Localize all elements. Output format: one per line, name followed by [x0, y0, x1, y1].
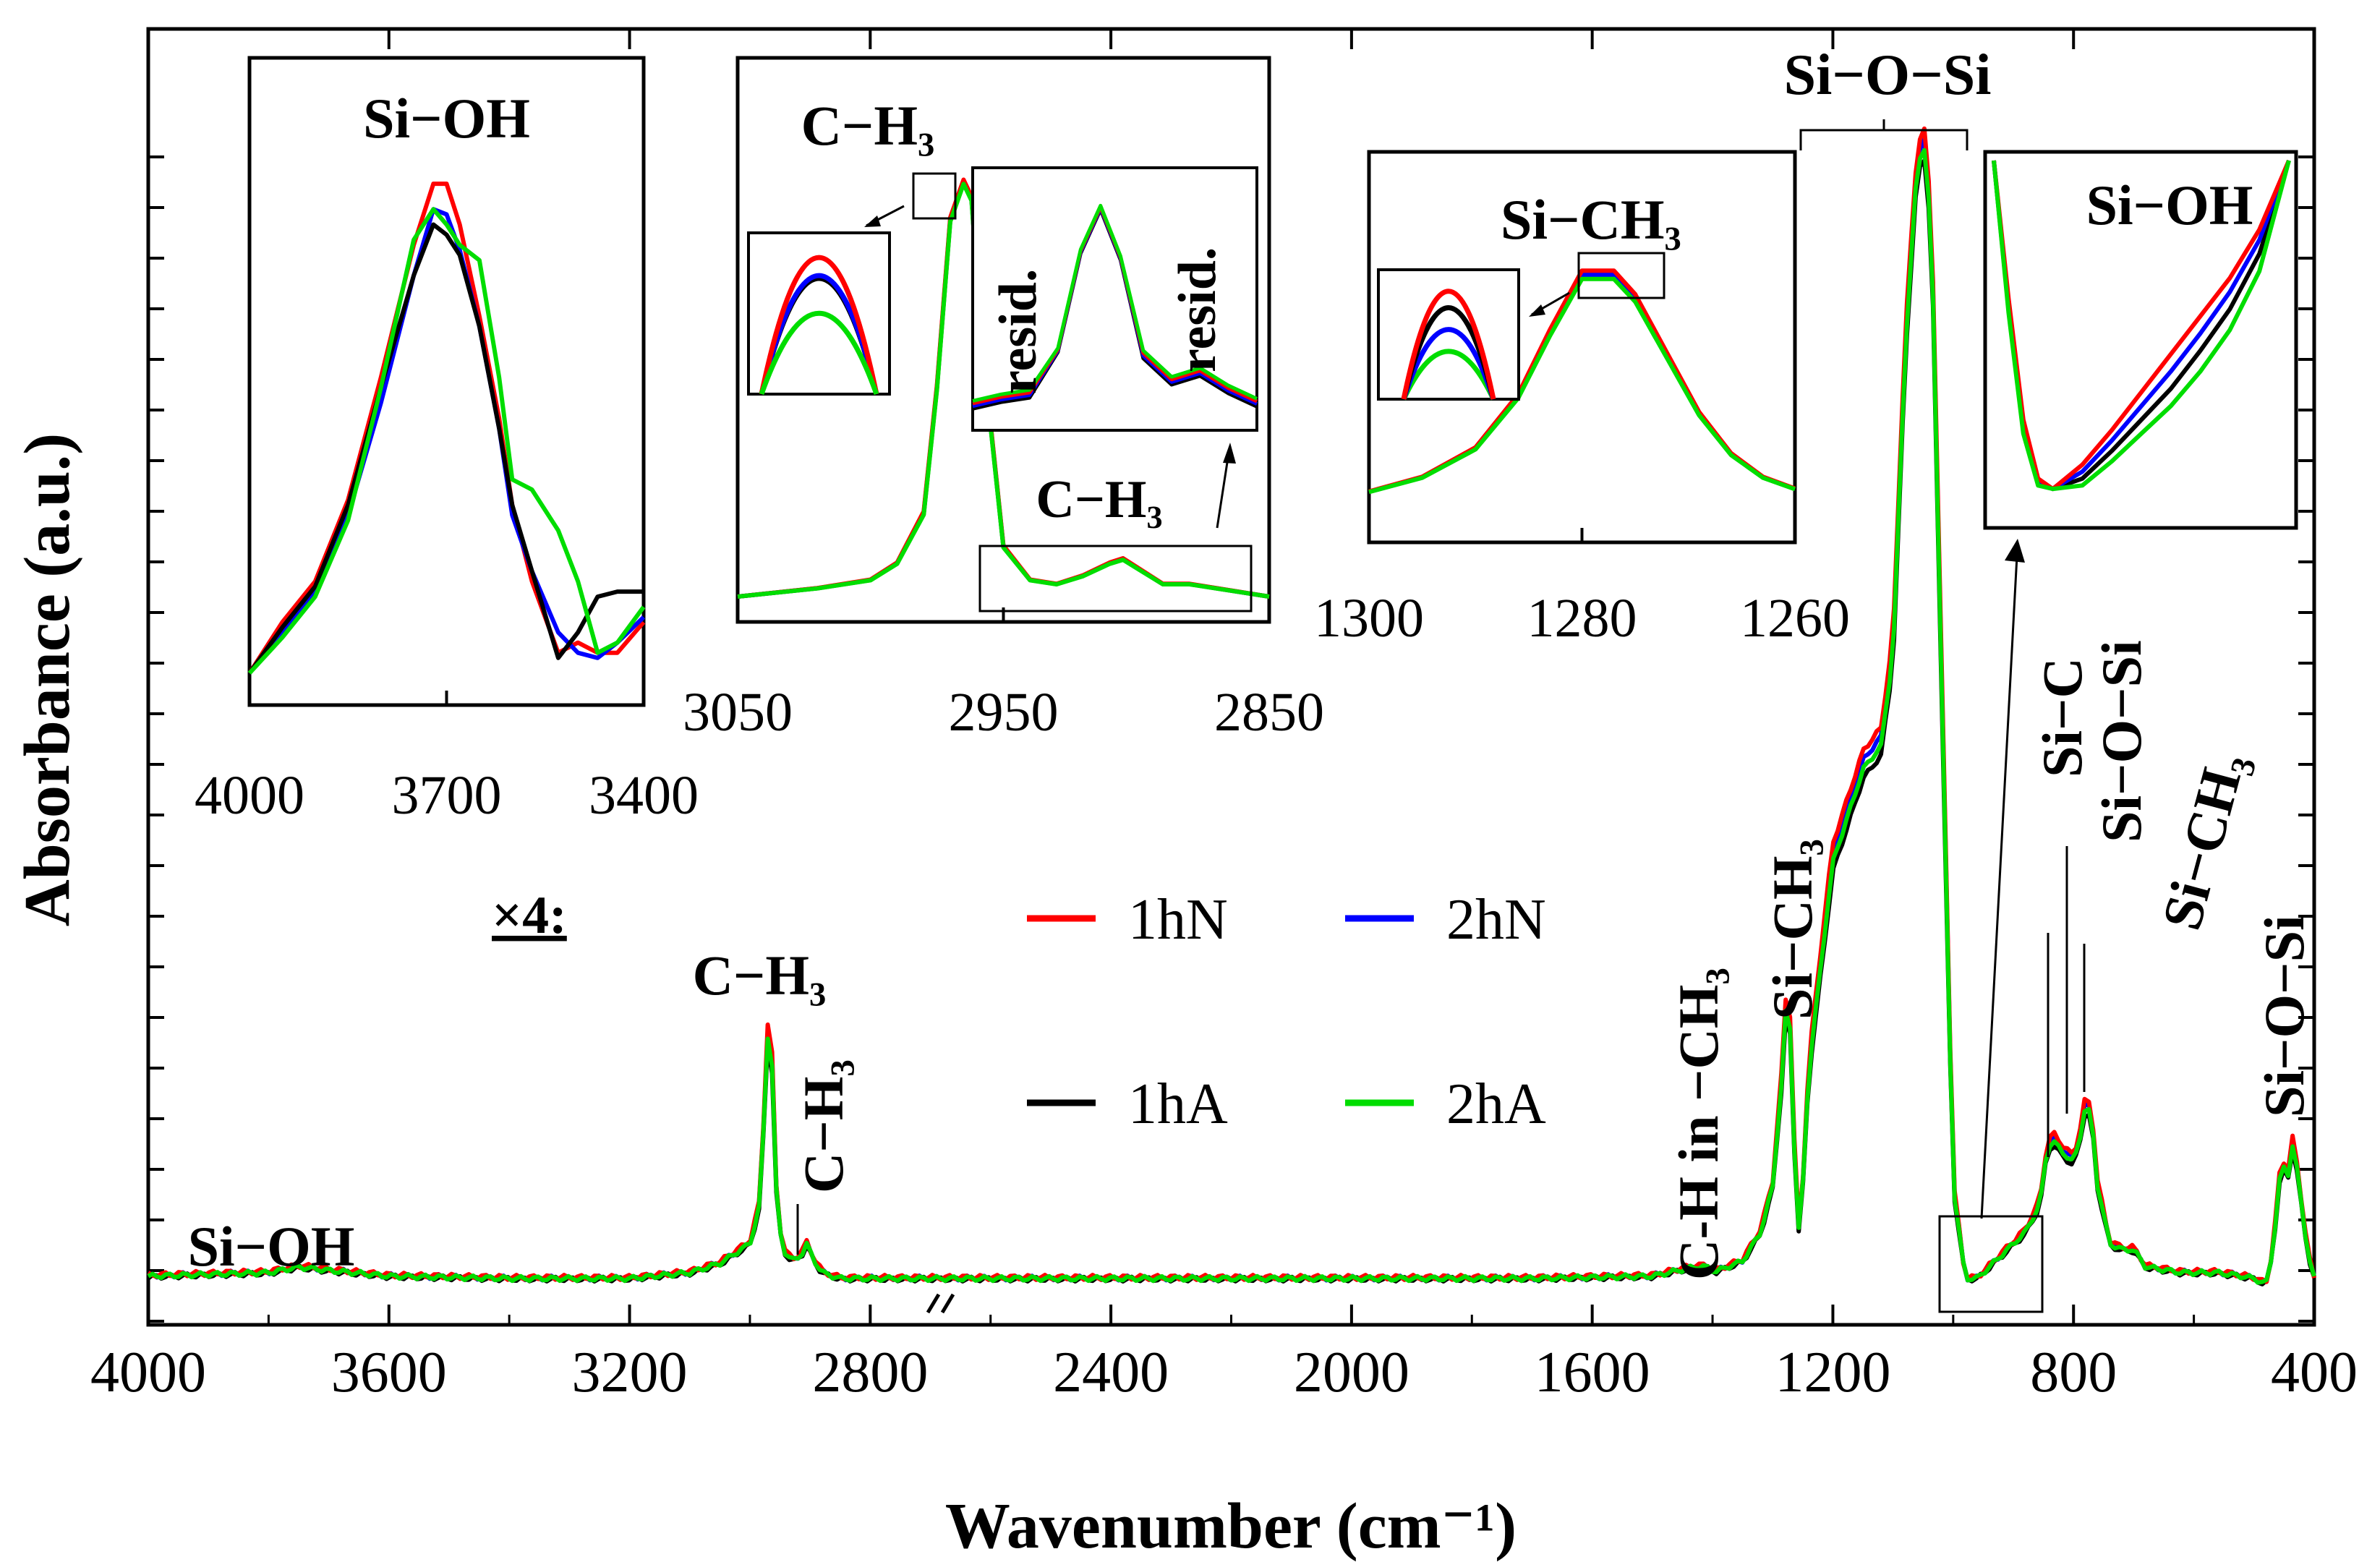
inset-sioh-xtick-label: 3700	[392, 765, 502, 826]
x-tick-label: 1200	[1775, 1341, 1890, 1404]
inset-sioh-line-1hA	[247, 222, 644, 675]
legend-label-2hA: 2hA	[1446, 1072, 1546, 1136]
peak-label-siosi-2: Si−O−Si	[2090, 640, 2153, 842]
inset-sich3-zoom-2hA	[1401, 349, 1496, 401]
axis-break-mark	[926, 1293, 955, 1314]
inset-ch3-xtick-label: 3050	[683, 682, 793, 743]
inset-sich3-xtick-label: 1300	[1314, 588, 1424, 649]
inset-sich3: Si−CH₃ 1300 1280 1260	[1314, 150, 1850, 649]
inset-sich3-peak-marker	[1577, 252, 1665, 299]
series-line-2hA	[147, 148, 2316, 1285]
peak-label-siosi-top: Si−O−Si	[1784, 43, 1992, 107]
legend-label-2hN: 2hN	[1446, 888, 1546, 952]
inset-sich3-xtick-label: 1260	[1740, 588, 1850, 649]
inset-sich3-arrowhead	[1529, 304, 1545, 317]
peak-label-sic: Si−C	[2031, 657, 2094, 777]
inset-sioh-title: Si−OH	[363, 87, 530, 150]
x-axis-title: Wavenumber (cm⁻¹)	[945, 1490, 1517, 1562]
legend-label-1hN: 1hN	[1128, 888, 1228, 952]
inset-ch3-xtick-label: 2850	[1214, 682, 1324, 743]
inset-ch3-arrowhead	[864, 215, 881, 227]
inset-sioh-left: Si−OH 4000 3700 3400	[195, 56, 699, 826]
inset-ch3-sub-arrow	[1223, 443, 1236, 464]
inset-ch3-resid-2hA	[972, 203, 1258, 403]
inset-sich3-zoom-1hN	[1401, 289, 1496, 400]
peak-label-sich3-1: Si−CH₃	[1761, 839, 1824, 1020]
x-tick-label: 3600	[331, 1341, 447, 1404]
inset-sioh-xtick-label: 4000	[195, 765, 304, 826]
inset-sich3-zoom-2hN	[1401, 327, 1496, 401]
peak-label-siosi-low: Si−O−Si	[2253, 915, 2316, 1117]
inset-sich3-xtick-label: 1280	[1527, 588, 1637, 649]
inset-ch3-title: C−H₃	[801, 94, 935, 157]
peak-label-sich3-2: Si−CH₃	[2149, 746, 2257, 936]
x-tick-label: 3200	[572, 1341, 688, 1404]
inset-ch3-zoom-2hA	[759, 310, 879, 396]
x-tick-label: 1600	[1535, 1341, 1650, 1404]
inset-ch3: C−H₃ resid. resid. C−H₃ 3050 2950 2850	[683, 56, 1324, 743]
inset-ch3-lower-box	[978, 545, 1253, 613]
inset-sioh-right-line-2hA	[1992, 160, 2291, 492]
peak-label-ch-in-ch3: C-H in −CH₃	[1667, 968, 1730, 1280]
inset-ch3-resid-label-1: resid.	[989, 269, 1048, 394]
inset-sioh-right-title: Si−OH	[2086, 174, 2253, 236]
leader-lines	[796, 119, 2086, 1313]
scale-note: ×4:	[492, 886, 567, 945]
inset-ch3-sub-label: C−H₃	[1036, 470, 1162, 529]
inset-sioh-xtick-label: 3400	[589, 765, 699, 826]
main-x-ticks: 4000 3600 3200 2800 2400 2000 1600 1200 800 400	[90, 29, 2358, 1404]
inset-sioh-right: Si−OH	[1983, 150, 2298, 530]
peak-label-sioh: Si−OH	[188, 1215, 355, 1278]
main-y-ticks	[148, 155, 2314, 1323]
legend-label-1hA: 1hA	[1128, 1072, 1228, 1136]
inset-sioh-line-2hA	[247, 207, 646, 675]
inset-ch3-resid-frame	[971, 166, 1258, 432]
inset-ch3-zoom-1hN	[759, 255, 879, 395]
inset-ch3-resid-label-2: resid.	[1168, 247, 1227, 372]
inset-ch3-peak-marker	[912, 172, 957, 220]
inset-sich3-title: Si−CH₃	[1501, 188, 1681, 251]
x-tick-label: 2000	[1294, 1341, 1409, 1404]
arrow-head-zoom	[2005, 539, 2025, 563]
x-tick-label: 2400	[1053, 1341, 1169, 1404]
inset-sioh-right-frame	[1983, 150, 2298, 530]
y-axis-title: Absorbance (a.u.)	[12, 433, 83, 927]
legend: 1hN 2hN 1hA 2hA	[1027, 888, 1546, 1136]
x-tick-label: 800	[2030, 1341, 2117, 1404]
peak-label-ch3-2: C−H₃	[792, 1059, 855, 1193]
peak-label-ch3-1: C−H₃	[693, 944, 827, 1007]
inset-sich3-line-2hA	[1368, 276, 1796, 495]
x-tick-label: 2800	[812, 1341, 928, 1404]
x-tick-label: 4000	[90, 1341, 206, 1404]
x-tick-label: 400	[2271, 1341, 2358, 1404]
inset-ch3-xtick-label: 2950	[949, 682, 1059, 743]
inset-ch3-line-2hA	[737, 182, 1270, 599]
main-series-group	[147, 126, 2316, 1286]
